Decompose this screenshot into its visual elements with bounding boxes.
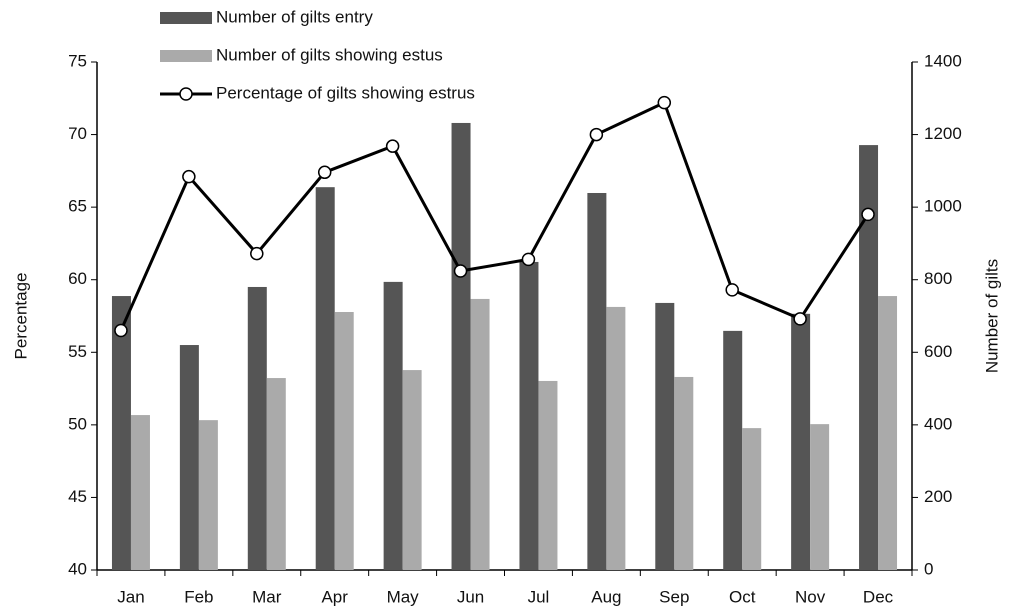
y-tick-label: 45	[68, 487, 87, 506]
bar	[878, 296, 898, 570]
y2-tick-label: 1000	[924, 197, 962, 216]
legend-swatch	[160, 50, 212, 62]
x-tick-label: Dec	[863, 587, 894, 606]
line-marker	[861, 207, 875, 222]
bar	[587, 192, 607, 570]
bar	[266, 378, 286, 570]
line-marker	[453, 264, 468, 278]
x-tick-label: Sep	[659, 587, 689, 606]
bar	[791, 313, 811, 570]
bar	[655, 302, 675, 570]
y-tick-label: 40	[68, 559, 87, 578]
bar	[606, 306, 626, 570]
bar	[383, 281, 403, 570]
line-marker	[114, 323, 128, 338]
bar	[723, 330, 743, 570]
y2-tick-label: 400	[924, 414, 952, 433]
line	[119, 100, 870, 332]
y-tick-label: 70	[68, 124, 87, 143]
x-tick-label: May	[387, 587, 420, 606]
y2-tick-label: 600	[924, 342, 952, 361]
y2-tick-label: 1400	[924, 51, 962, 70]
bar	[111, 296, 131, 570]
bar	[179, 345, 199, 570]
legend-label: Percentage of gilts showing estrus	[216, 83, 475, 102]
x-tick-label: Apr	[321, 587, 348, 606]
legend-swatch	[160, 12, 212, 24]
y-axis-title: Percentage	[11, 273, 30, 360]
legend-label: Number of gilts showing estus	[216, 45, 443, 64]
y2-tick-label: 200	[924, 487, 952, 506]
line-marker	[725, 283, 739, 297]
x-tick-label: Mar	[252, 587, 282, 606]
x-tick-label: Oct	[729, 587, 756, 606]
x-tick-label: Jul	[528, 587, 550, 606]
bar	[470, 298, 490, 570]
x-tick-label: Aug	[591, 587, 621, 606]
y2-tick-label: 0	[924, 559, 933, 578]
bar	[247, 286, 267, 570]
bar	[538, 380, 558, 570]
bar	[519, 261, 539, 570]
bar	[674, 376, 694, 570]
bar	[315, 187, 335, 570]
x-tick-label: Jan	[117, 587, 144, 606]
y-tick-label: 65	[68, 197, 87, 216]
bar	[859, 145, 879, 570]
x-tick-label: Jun	[457, 587, 484, 606]
line-marker	[317, 165, 332, 180]
y-tick-label: 55	[68, 342, 87, 361]
line-marker	[250, 246, 264, 261]
bar	[451, 122, 471, 571]
line-marker	[793, 312, 807, 326]
line-marker	[521, 252, 536, 267]
y-tick-label: 60	[68, 269, 87, 288]
x-tick-label: Nov	[795, 587, 826, 606]
bar	[334, 312, 354, 570]
y-tick-label: 50	[68, 414, 87, 433]
x-tick-label: Feb	[184, 587, 213, 606]
bar	[810, 424, 830, 570]
bar	[198, 420, 218, 570]
legend-label: Number of gilts entry	[216, 7, 373, 26]
y2-axis-title: Number of gilts	[982, 259, 1001, 373]
bar	[742, 428, 762, 570]
bar	[130, 415, 150, 570]
y2-tick-label: 800	[924, 269, 952, 288]
bar	[402, 370, 422, 570]
line-marker	[657, 95, 672, 110]
line-marker	[385, 139, 400, 153]
y-tick-label: 75	[68, 51, 87, 70]
line-marker	[182, 169, 196, 184]
legend-marker	[179, 87, 193, 101]
y2-tick-label: 1200	[924, 124, 962, 143]
line-marker	[589, 127, 604, 142]
